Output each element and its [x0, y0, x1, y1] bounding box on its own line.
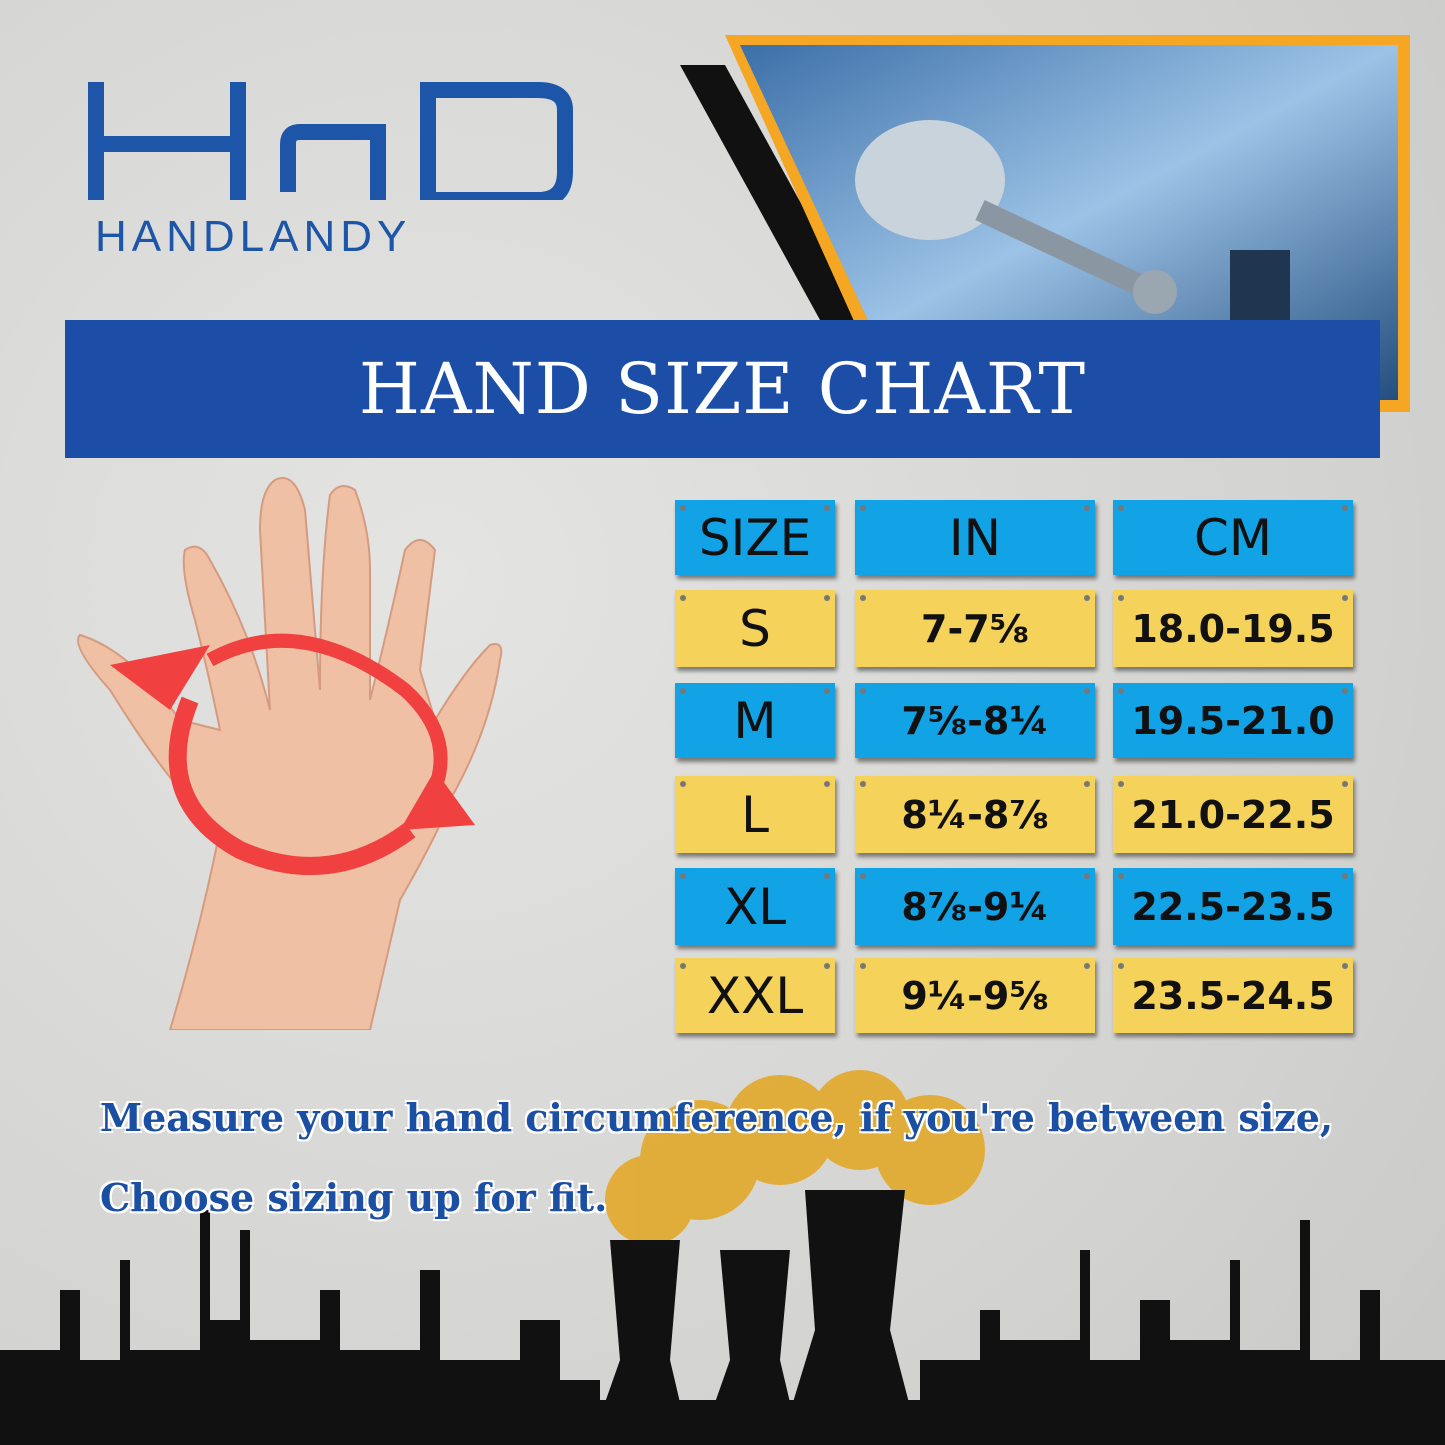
size-cell: XXL — [675, 958, 835, 1033]
cm-cell: 23.5-24.5 — [1113, 958, 1353, 1033]
header-in: IN — [855, 500, 1095, 575]
caption-line-2: Choose sizing up for fit. — [100, 1175, 608, 1220]
cm-cell: 18.0-19.5 — [1113, 590, 1353, 667]
inch-cell: 7⅝-8¼ — [855, 683, 1095, 758]
cm-cell: 22.5-23.5 — [1113, 868, 1353, 945]
industrial-skyline — [0, 1070, 1445, 1445]
inch-cell: 7-7⅝ — [855, 590, 1095, 667]
cm-cell: 19.5-21.0 — [1113, 683, 1353, 758]
size-cell: XL — [675, 868, 835, 945]
size-cell: S — [675, 590, 835, 667]
cm-cell: 21.0-22.5 — [1113, 776, 1353, 853]
size-cell: L — [675, 776, 835, 853]
brand-logo-mark — [88, 82, 573, 200]
inch-cell: 8⅞-9¼ — [855, 868, 1095, 945]
brand-name: HANDLANDY — [95, 212, 412, 261]
worker-photo — [680, 35, 1410, 412]
chart-title: HAND SIZE CHART — [358, 348, 1087, 430]
size-cell: M — [675, 683, 835, 758]
hand-measure-illustration — [77, 477, 503, 1030]
header-size: SIZE — [675, 500, 835, 575]
header-cm: CM — [1113, 500, 1353, 575]
title-banner: HAND SIZE CHART — [65, 320, 1380, 458]
caption-line-1: Measure your hand circumference, if you'… — [100, 1095, 1334, 1140]
inch-cell: 9¼-9⅝ — [855, 958, 1095, 1033]
inch-cell: 8¼-8⅞ — [855, 776, 1095, 853]
